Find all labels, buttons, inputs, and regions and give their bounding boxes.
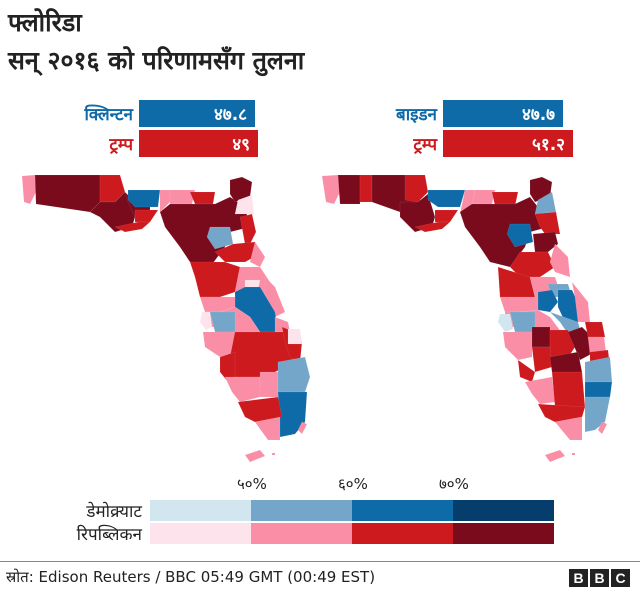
legend-republican-label: रिपब्लिकन xyxy=(76,525,142,545)
legend-tick-50: ५०% xyxy=(237,475,267,493)
legend-democrat: डेमोक्र्याट xyxy=(0,500,554,522)
result-row-trump-2016: ट्रम्प ४९ xyxy=(20,130,258,157)
legend-democrat-label: डेमोक्र्याट xyxy=(86,502,142,522)
result-row-trump-2020: ट्रम्प ५१.२ xyxy=(320,130,573,157)
florida-map-2020 xyxy=(321,174,613,462)
candidate-name: बाइडन xyxy=(396,105,437,125)
legend-tick-70: ७०% xyxy=(439,475,469,493)
vote-share-bar: ४७.७ xyxy=(443,100,563,127)
legend-swatch-dem-1 xyxy=(150,500,251,521)
legend-swatch-dem-2 xyxy=(251,500,352,521)
legend-swatch-dem-4 xyxy=(453,500,554,521)
legend-tick-60: ६०% xyxy=(338,475,368,493)
footer-divider xyxy=(0,561,640,562)
bbc-logo-letter: B xyxy=(590,569,609,587)
florida-map-2016 xyxy=(21,174,311,462)
vote-share-bar: ५१.२ xyxy=(443,130,573,157)
legend-swatch-rep-1 xyxy=(150,523,251,544)
bbc-logo-letter: B xyxy=(569,569,588,587)
vote-share-bar: ४९ xyxy=(139,130,258,157)
vote-share-bar: ४७.८ xyxy=(139,100,255,127)
result-row-clinton: क्लिन्टन ४७.८ xyxy=(20,100,255,127)
result-row-biden: बाइडन ४७.७ xyxy=(320,100,563,127)
legend-republican: रिपब्लिकन xyxy=(0,523,554,545)
source-text: स्रोत: Edison Reuters / BBC 05:49 GMT (0… xyxy=(6,568,376,586)
legend-swatch-dem-3 xyxy=(352,500,453,521)
bbc-logo-letter: C xyxy=(611,569,630,587)
candidate-name: ट्रम्प xyxy=(109,135,133,155)
page-subtitle: सन् २०१६ को परिणामसँग तुलना xyxy=(8,46,305,75)
legend-swatch-rep-3 xyxy=(352,523,453,544)
candidate-name: क्लिन्टन xyxy=(84,105,133,125)
legend-swatch-rep-2 xyxy=(251,523,352,544)
page-title: फ्लोरिडा xyxy=(8,8,82,37)
candidate-name: ट्रम्प xyxy=(413,135,437,155)
legend-swatch-rep-4 xyxy=(453,523,554,544)
bbc-logo: B B C xyxy=(569,569,630,587)
